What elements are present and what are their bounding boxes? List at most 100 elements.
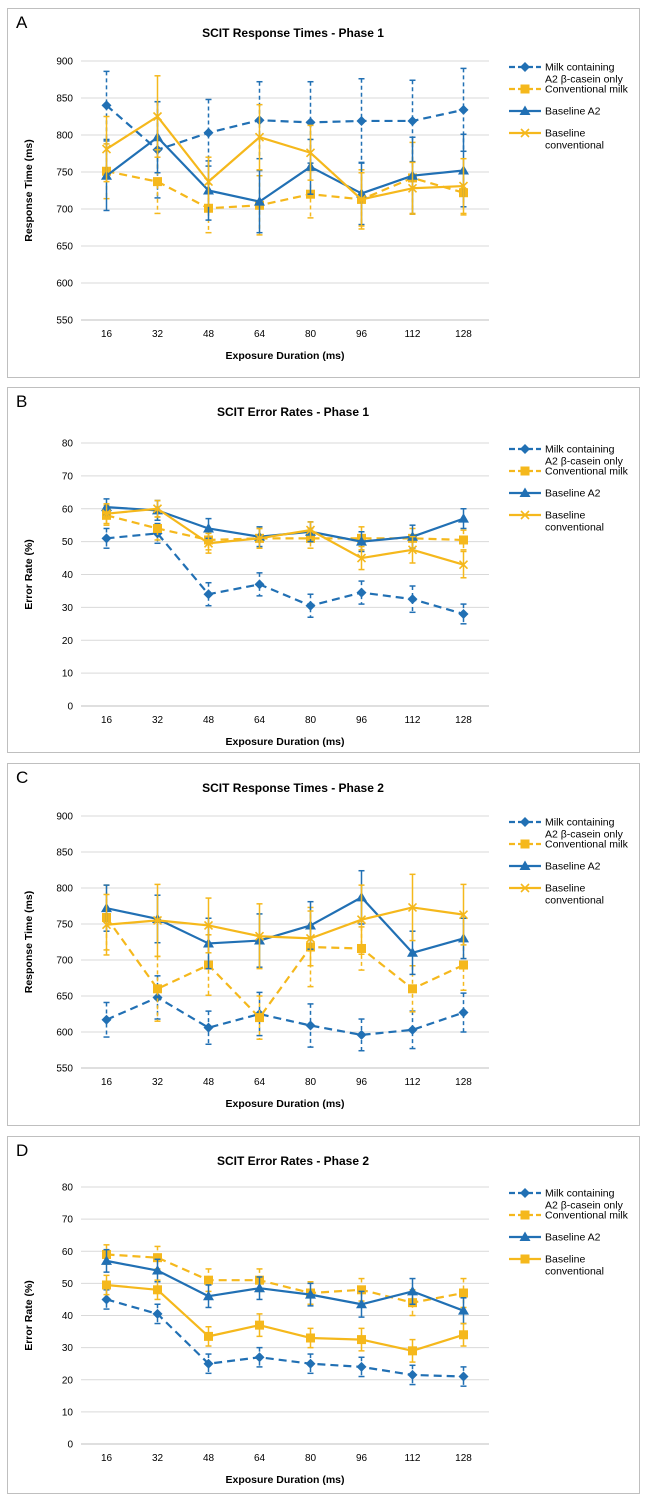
x-tick-label: 96 (356, 329, 368, 340)
chart-response-times-phase-2: SCIT Response Times - Phase 2 550 600 650 70… (23, 781, 629, 1110)
square-marker (153, 1253, 162, 1263)
x-tick-label: 32 (152, 1077, 164, 1088)
x-marker (356, 915, 367, 925)
triangle-marker (305, 1289, 316, 1299)
square-marker (459, 960, 468, 970)
series-1: Milk containing A2 β-casein only (101, 1188, 624, 1387)
series-line (106, 996, 464, 1036)
diamond-marker (458, 104, 469, 115)
x-marker (356, 553, 367, 563)
x-marker (458, 910, 469, 920)
x-marker (407, 902, 418, 913)
x-marker (407, 183, 418, 193)
y-tick-label: 800 (56, 884, 73, 895)
diamond-marker (407, 1369, 418, 1380)
diamond-marker (203, 589, 214, 600)
diamond-marker (458, 1371, 469, 1382)
triangle-marker (152, 1265, 163, 1275)
x-marker (254, 533, 265, 543)
series-line (106, 1259, 464, 1312)
y-axis-label: Response Time (ms) (23, 891, 35, 994)
legend-label: Baseline conventional (545, 128, 604, 152)
x-tick-label: 48 (203, 329, 215, 340)
chart-title: SCIT Response Times - Phase 2 (202, 781, 384, 795)
y-tick-label: 20 (62, 1375, 74, 1386)
y-tick-label: 750 (56, 168, 73, 179)
diamond-marker (356, 587, 367, 598)
legend-label: Baseline A2 (545, 106, 601, 118)
triangle-marker (458, 513, 469, 523)
panel-b: B SCIT Error Rates - Phase 1 0 10 20 30 40 50 6… (7, 387, 640, 753)
x-tick-label: 128 (455, 1077, 472, 1088)
x-marker (254, 931, 265, 941)
diamond-marker (254, 1352, 265, 1363)
chart-error-rates-phase-2: SCIT Error Rates - Phase 2 0 10 20 30 40 50 60 7… (23, 1154, 629, 1486)
panel-label: B (16, 392, 28, 411)
diamond-marker (356, 1361, 367, 1372)
chart-response-times-phase-1: SCIT Response Times - Phase 1 550 600 650 70… (23, 26, 629, 362)
x-marker (152, 504, 163, 514)
legend-label: Conventional milk (545, 1210, 629, 1222)
square-marker (459, 1330, 468, 1340)
x-tick-label: 64 (254, 715, 266, 726)
triangle-marker (458, 1305, 469, 1315)
diamond-marker (407, 594, 418, 605)
series-line (106, 906, 464, 940)
y-tick-label: 50 (62, 1279, 74, 1290)
diamond-marker (520, 444, 530, 454)
diamond-marker (203, 1358, 214, 1369)
x-tick-label: 32 (152, 715, 164, 726)
square-marker (153, 1285, 162, 1295)
y-tick-label: 40 (62, 570, 74, 581)
square-marker (357, 1335, 366, 1345)
series-2: Conventional milk (102, 466, 629, 551)
series-line (105, 916, 464, 1019)
y-tick-label: 60 (62, 1247, 74, 1258)
legend-label: Conventional milk (545, 839, 629, 851)
x-marker (152, 915, 163, 925)
x-tick-label: 48 (203, 1453, 215, 1464)
y-tick-label: 850 (56, 848, 73, 859)
square-marker (408, 984, 417, 994)
series-line (106, 1253, 464, 1304)
x-marker (458, 181, 469, 191)
x-tick-label: 112 (405, 1077, 421, 1088)
series-3: Baseline A2 (101, 860, 601, 976)
square-marker (520, 466, 530, 476)
x-tick-label: 112 (405, 1453, 421, 1464)
triangle-marker (203, 1290, 214, 1301)
diamond-marker (458, 608, 469, 619)
y-tick-label: 650 (56, 242, 73, 253)
y-tick-label: 650 (56, 992, 73, 1003)
legend-label: Conventional milk (545, 84, 629, 96)
y-tick-label: 700 (56, 205, 73, 216)
diamond-marker (407, 115, 418, 126)
series-4: Baseline conventional (101, 75, 604, 227)
triangle-marker (407, 1285, 418, 1296)
y-tick-label: 550 (56, 316, 73, 327)
y-tick-label: 10 (62, 669, 74, 680)
diamond-marker (458, 1007, 469, 1018)
y-tick-label: 700 (56, 956, 73, 967)
diamond-marker (520, 62, 530, 72)
triangle-marker (519, 487, 531, 497)
square-marker (255, 1013, 264, 1023)
panel-d: D SCIT Error Rates - Phase 2 0 10 20 30 40 50 6… (7, 1136, 640, 1494)
x-marker (520, 510, 530, 520)
square-marker (255, 1320, 264, 1330)
y-tick-label: 70 (62, 1215, 74, 1226)
square-marker (204, 1275, 213, 1285)
y-tick-label: 20 (62, 636, 74, 647)
x-marker (203, 538, 214, 548)
diamond-marker (101, 533, 112, 544)
series-line (106, 170, 464, 210)
x-axis-label: Exposure Duration (ms) (225, 736, 344, 748)
panel-label: D (16, 1141, 29, 1160)
series-line (106, 1283, 464, 1352)
legend-label: Milk containing A2 β-casein only (545, 1188, 624, 1212)
square-marker (408, 1346, 417, 1356)
triangle-marker (519, 105, 531, 115)
chart-title: SCIT Error Rates - Phase 2 (217, 1154, 369, 1168)
y-axis-label: Error Rate (%) (23, 539, 35, 610)
panel-label: A (16, 13, 28, 32)
